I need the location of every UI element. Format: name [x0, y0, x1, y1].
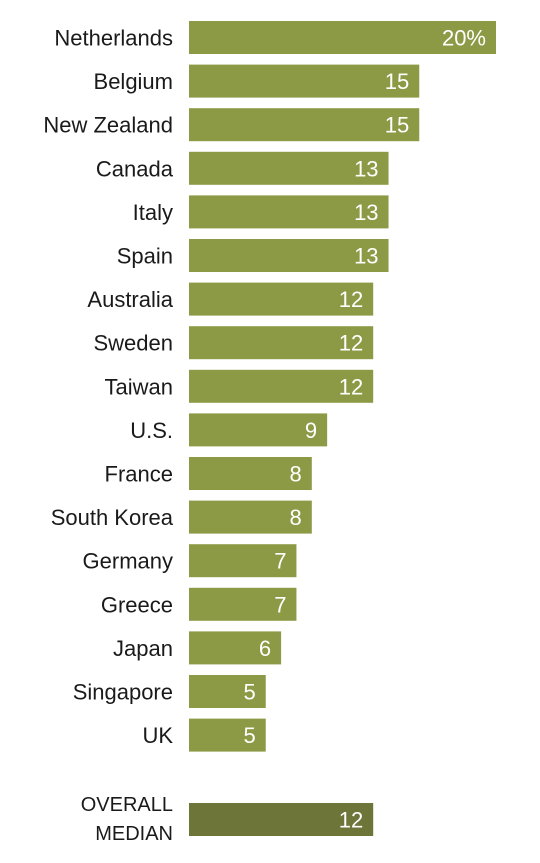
canada-category-label: Canada [96, 156, 174, 181]
greece-value-label: 7 [274, 592, 286, 617]
spain-value-label: 13 [354, 244, 378, 269]
singapore-category-label: Singapore [73, 680, 173, 705]
spain-category-label: Spain [117, 244, 173, 269]
italy-value-label: 13 [354, 200, 378, 225]
taiwan-value-label: 12 [339, 374, 363, 399]
overall-median-value-label: 12 [339, 808, 363, 833]
uk-category-label: UK [142, 723, 173, 748]
u-s-category-label: U.S. [130, 418, 173, 443]
new-zealand-bar [189, 108, 420, 142]
france-bar [189, 457, 312, 490]
sweden-value-label: 12 [339, 331, 363, 356]
australia-bar [189, 282, 374, 316]
germany-category-label: Germany [83, 549, 173, 574]
taiwan-bar [189, 369, 374, 403]
greece-bar [189, 587, 297, 621]
u-s-bar [189, 413, 328, 447]
netherlands-category-label: Netherlands [54, 26, 173, 51]
canada-value-label: 13 [354, 156, 378, 181]
new-zealand-category-label: New Zealand [43, 113, 173, 138]
spain-bar [189, 239, 389, 272]
sweden-category-label: Sweden [93, 331, 173, 356]
new-zealand-value-label: 15 [385, 113, 409, 138]
singapore-bar [189, 675, 266, 708]
greece-category-label: Greece [101, 592, 173, 617]
overall-median-bar [189, 803, 374, 836]
median-label-line1: OVERALL [81, 794, 173, 816]
japan-value-label: 6 [259, 636, 271, 661]
bars-layer: Netherlands 20% Belgium 15 New Zealand 15 Cana… [43, 21, 496, 752]
australia-value-label: 12 [339, 287, 363, 312]
belgium-value-label: 15 [385, 69, 409, 94]
germany-value-label: 7 [274, 549, 286, 574]
sweden-bar [189, 326, 374, 360]
taiwan-category-label: Taiwan [105, 374, 173, 399]
germany-bar [189, 544, 297, 578]
south-korea-bar [189, 500, 312, 534]
south-korea-value-label: 8 [290, 505, 302, 530]
japan-bar [189, 631, 282, 665]
uk-bar [189, 718, 266, 752]
u-s-value-label: 9 [305, 418, 317, 443]
australia-category-label: Australia [87, 287, 173, 312]
belgium-category-label: Belgium [94, 69, 173, 94]
overall-median: OVERALL MEDIAN 12 [81, 794, 374, 845]
uk-value-label: 5 [244, 723, 256, 748]
canada-bar [189, 151, 389, 185]
singapore-value-label: 5 [244, 680, 256, 705]
median-label-line2: MEDIAN [95, 823, 173, 845]
italy-bar [189, 195, 389, 229]
netherlands-value-label: 20% [442, 26, 486, 51]
italy-category-label: Italy [133, 200, 173, 225]
japan-category-label: Japan [113, 636, 173, 661]
belgium-bar [189, 64, 420, 98]
france-value-label: 8 [290, 462, 302, 487]
france-category-label: France [105, 462, 173, 487]
netherlands-bar [189, 21, 496, 54]
south-korea-category-label: South Korea [51, 505, 174, 530]
